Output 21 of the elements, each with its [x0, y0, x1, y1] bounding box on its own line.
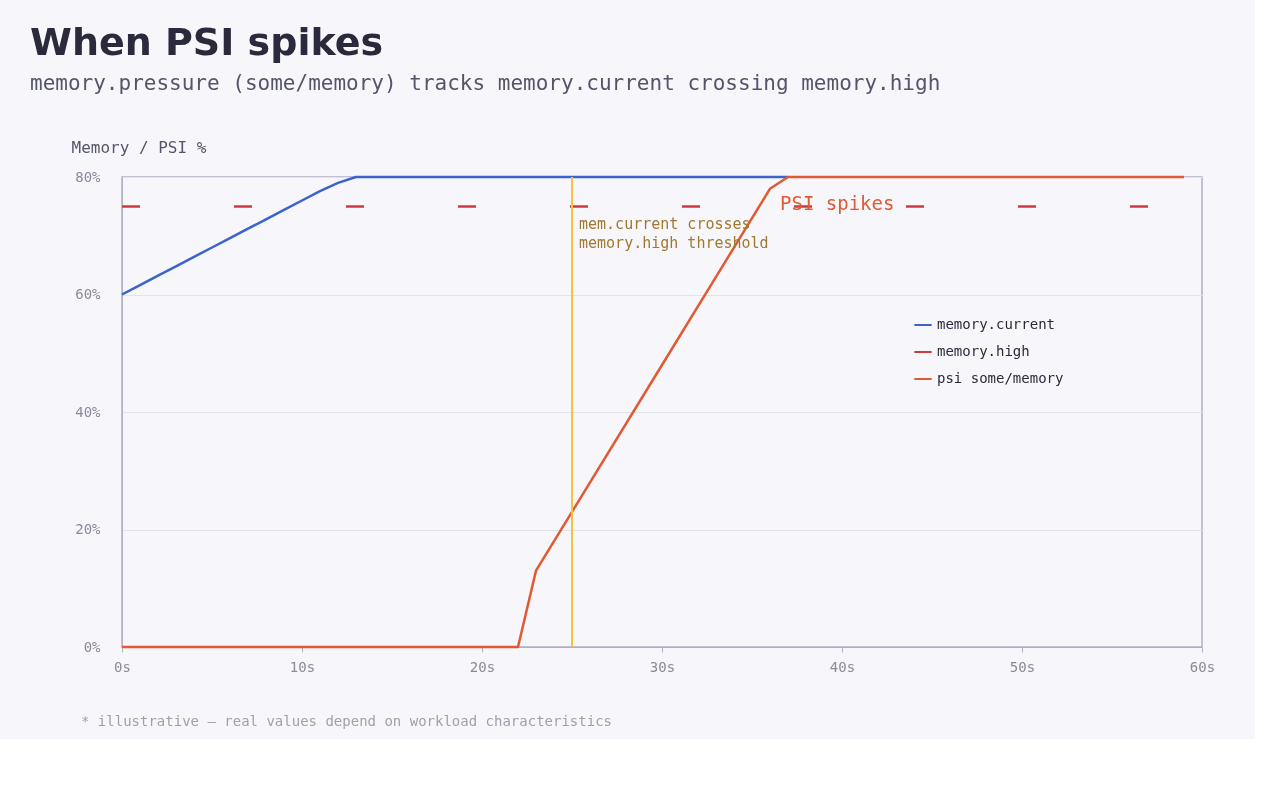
x-tick-label: 30s — [649, 658, 676, 675]
legend-label: memory.current — [937, 316, 1056, 332]
x-tick-label: 20s — [469, 658, 496, 675]
y-axis-title: Memory / PSI % — [71, 137, 207, 157]
chart-subtitle: memory.pressure (some/memory) tracks memory.current crossing memory.high — [30, 71, 941, 95]
y-tick-label: 80% — [75, 168, 102, 185]
text: * illustrative — real values depend on workload characteristics — [81, 713, 613, 729]
y-tick-label: 20% — [75, 521, 102, 537]
x-tick-label: 0s — [114, 658, 131, 675]
line-series — [120, 175, 1186, 649]
x-tick-label: 50s — [1009, 658, 1036, 675]
y-tick-label: 0% — [83, 638, 102, 655]
x-tick-label: 60s — [1189, 658, 1216, 675]
y-tick-label: 40% — [75, 403, 102, 420]
x-tick-label: 40s — [829, 658, 856, 675]
legend-label: memory.high — [937, 343, 1030, 359]
x-tick-label: 10s — [289, 658, 316, 675]
chart-title: When PSI spikes — [30, 20, 384, 64]
legend-label: psi some/memory — [937, 370, 1064, 386]
y-tick-label: 60% — [75, 286, 102, 302]
annotation: PSI spikes — [780, 191, 895, 214]
